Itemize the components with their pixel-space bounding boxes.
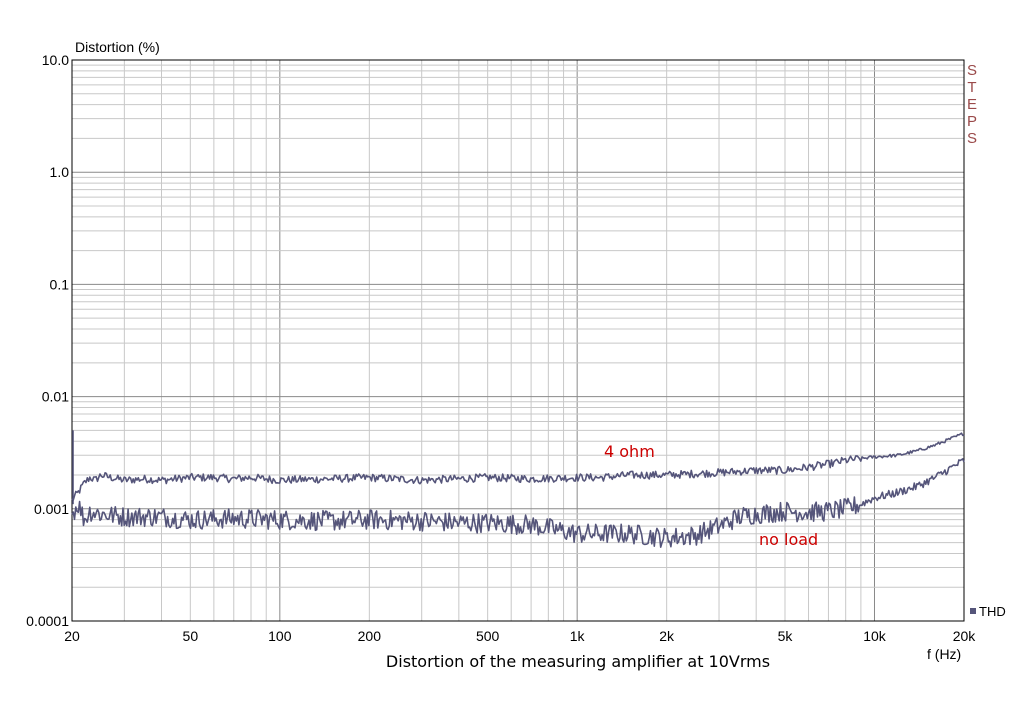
x-tick-label: 100 bbox=[268, 628, 292, 644]
x-tick-label: 20 bbox=[64, 628, 80, 644]
y-tick-label: 0.0001 bbox=[26, 613, 69, 629]
y-axis-label: Distortion (%) bbox=[75, 39, 160, 55]
x-tick-label: 10k bbox=[863, 628, 887, 644]
chart-grid bbox=[72, 60, 964, 621]
tick-labels: 20 50 100 200 500 1k 2k 5k 10k 20k 10.0 1.0 0.1 0.01 0… bbox=[26, 52, 976, 644]
y-tick-label: 0.01 bbox=[42, 389, 69, 405]
chart-title: Distortion of the measuring amplifier at… bbox=[386, 652, 770, 671]
watermark-letter: S bbox=[967, 62, 977, 79]
legend-swatch bbox=[970, 608, 976, 614]
series-line-4-ohm bbox=[71, 432, 965, 501]
x-tick-label: 5k bbox=[778, 628, 794, 644]
x-tick-label: 500 bbox=[476, 628, 500, 644]
y-tick-label: 0.001 bbox=[34, 501, 69, 517]
watermark-letter: P bbox=[967, 113, 977, 130]
y-tick-label: 1.0 bbox=[50, 164, 70, 180]
watermark-letter: E bbox=[967, 96, 977, 113]
x-tick-label: 2k bbox=[659, 628, 675, 644]
watermark-letter: S bbox=[967, 130, 977, 147]
annotation-4-ohm: 4 ohm bbox=[604, 442, 655, 461]
legend-entry-thd: THD bbox=[979, 604, 1006, 619]
series-line-no-load bbox=[71, 458, 965, 548]
y-tick-label: 0.1 bbox=[50, 276, 70, 292]
watermark-letter: T bbox=[967, 79, 976, 96]
x-tick-label: 20k bbox=[953, 628, 977, 644]
plot-frame bbox=[71, 59, 965, 622]
annotation-no-load: no load bbox=[759, 530, 818, 549]
x-tick-label: 1k bbox=[570, 628, 586, 644]
x-tick-label: 50 bbox=[183, 628, 199, 644]
x-axis-label: f (Hz) bbox=[927, 646, 961, 662]
series-layer bbox=[71, 430, 965, 548]
y-tick-label: 10.0 bbox=[42, 52, 69, 68]
x-tick-label: 200 bbox=[358, 628, 382, 644]
